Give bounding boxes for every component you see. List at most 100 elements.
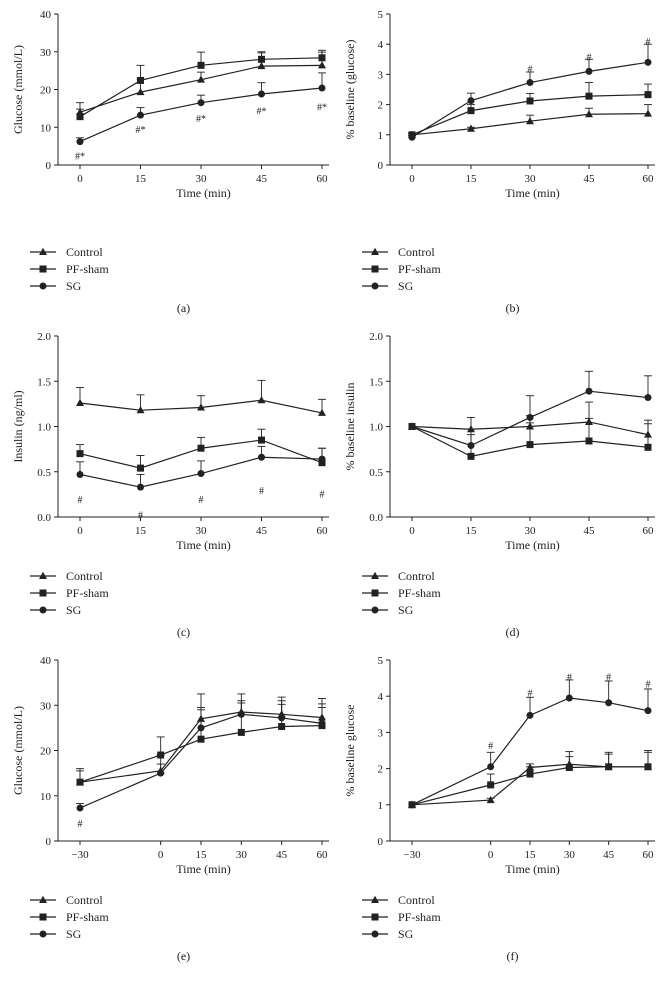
y-tick-label: 2 bbox=[378, 100, 384, 112]
legend-marker bbox=[39, 589, 47, 597]
x-tick-label: 30 bbox=[196, 173, 208, 185]
legend: Control PF-sham SG bbox=[30, 245, 109, 293]
series-line bbox=[79, 725, 323, 783]
y-axis-label: % baseline insulin bbox=[343, 383, 357, 471]
significance-mark: #* bbox=[136, 125, 146, 136]
data-point bbox=[644, 109, 652, 117]
series-pf-sham bbox=[408, 751, 652, 809]
data-point bbox=[565, 694, 573, 702]
x-tick-label: 30 bbox=[525, 173, 537, 185]
x-tick-label: 15 bbox=[466, 173, 478, 185]
legend-marker bbox=[371, 930, 379, 938]
legend-label: SG bbox=[398, 279, 414, 293]
data-point bbox=[318, 459, 326, 467]
data-point bbox=[408, 133, 416, 141]
data-point bbox=[137, 483, 144, 491]
legend-label: SG bbox=[398, 603, 414, 617]
y-tick-label: 0 bbox=[46, 836, 52, 848]
data-point bbox=[257, 396, 266, 404]
y-tick-label: 2 bbox=[378, 764, 384, 776]
chart-panel-d: 0.0 0.5 1.0 1.5 2.0 0 15 30 45 60 Time (min) % base… bbox=[343, 331, 655, 639]
series-line bbox=[79, 713, 323, 809]
data-point bbox=[318, 84, 326, 92]
data-point bbox=[278, 723, 286, 731]
data-point bbox=[137, 111, 144, 119]
x-tick-label: 60 bbox=[317, 849, 329, 861]
significance-mark: #* bbox=[75, 152, 85, 163]
significance-mark: #* bbox=[196, 114, 206, 125]
y-tick-label: 5 bbox=[378, 9, 384, 21]
legend-marker bbox=[371, 571, 379, 579]
series-sg bbox=[76, 445, 326, 491]
x-tick-label: 60 bbox=[317, 525, 329, 537]
x-tick-label: 45 bbox=[584, 173, 596, 185]
significance-mark: # bbox=[320, 489, 325, 500]
significance-mark: # bbox=[199, 495, 204, 506]
significance-mark: # bbox=[138, 510, 143, 521]
x-tick-label: 0 bbox=[77, 525, 83, 537]
x-tick-label: 15 bbox=[525, 849, 537, 861]
legend-label: Control bbox=[398, 569, 435, 583]
x-tick-label: 60 bbox=[317, 173, 329, 185]
y-axis-label: % baseline (glucose) bbox=[343, 40, 357, 140]
x-tick-label: 45 bbox=[256, 173, 268, 185]
panel-label: (a) bbox=[177, 301, 190, 315]
x-tick-label: 15 bbox=[466, 525, 478, 537]
y-axis-label: % baseline glucose bbox=[343, 705, 357, 797]
legend-marker bbox=[371, 589, 379, 597]
y-tick-label: 3 bbox=[378, 69, 384, 81]
legend-label: PF-sham bbox=[398, 586, 441, 600]
legend-label: SG bbox=[66, 927, 82, 941]
data-point bbox=[197, 470, 205, 478]
data-point bbox=[237, 710, 245, 718]
data-point bbox=[237, 728, 245, 736]
data-point bbox=[76, 398, 84, 406]
y-tick-label: 30 bbox=[40, 700, 52, 712]
data-point bbox=[585, 437, 593, 445]
data-point bbox=[136, 87, 145, 96]
series-pf-sham bbox=[408, 82, 652, 139]
x-tick-label: −30 bbox=[71, 849, 89, 861]
data-point bbox=[408, 423, 416, 430]
data-point bbox=[585, 92, 593, 100]
x-tick-label: 0 bbox=[409, 525, 415, 537]
data-point bbox=[644, 707, 652, 715]
legend-label: Control bbox=[66, 245, 103, 259]
legend-label: Control bbox=[66, 893, 103, 907]
significance-mark: # bbox=[259, 486, 264, 497]
y-tick-label: 0.0 bbox=[369, 512, 383, 524]
data-point bbox=[197, 61, 205, 69]
series-pf-sham bbox=[76, 49, 326, 121]
y-axis-label: Insulin (ng/ml) bbox=[11, 390, 25, 462]
data-point bbox=[136, 406, 145, 414]
data-point bbox=[197, 444, 205, 452]
data-point bbox=[644, 91, 652, 99]
x-tick-label: 45 bbox=[256, 525, 268, 537]
legend: Control PF-sham SG bbox=[362, 893, 441, 941]
y-tick-label: 1 bbox=[378, 800, 384, 812]
panel-label: (e) bbox=[177, 949, 190, 963]
panel-label: (c) bbox=[177, 625, 190, 639]
legend-label: PF-sham bbox=[66, 586, 109, 600]
significance-mark: # bbox=[646, 37, 651, 48]
data-point bbox=[137, 76, 144, 84]
legend-label: Control bbox=[398, 893, 435, 907]
y-tick-label: 10 bbox=[40, 122, 52, 134]
data-point bbox=[526, 97, 534, 105]
series-line bbox=[411, 766, 648, 806]
legend-marker bbox=[39, 930, 47, 938]
data-point bbox=[157, 769, 165, 777]
data-point bbox=[157, 751, 165, 759]
legend: Control PF-sham SG bbox=[30, 569, 109, 617]
series-line bbox=[411, 697, 649, 806]
data-point bbox=[644, 443, 652, 451]
data-point bbox=[605, 763, 613, 771]
data-point bbox=[487, 781, 495, 789]
y-tick-label: 0 bbox=[378, 836, 384, 848]
data-point bbox=[585, 67, 593, 75]
legend-label: PF-sham bbox=[398, 262, 441, 276]
y-tick-label: 40 bbox=[40, 9, 52, 21]
data-point bbox=[258, 55, 265, 63]
data-point bbox=[467, 442, 475, 450]
